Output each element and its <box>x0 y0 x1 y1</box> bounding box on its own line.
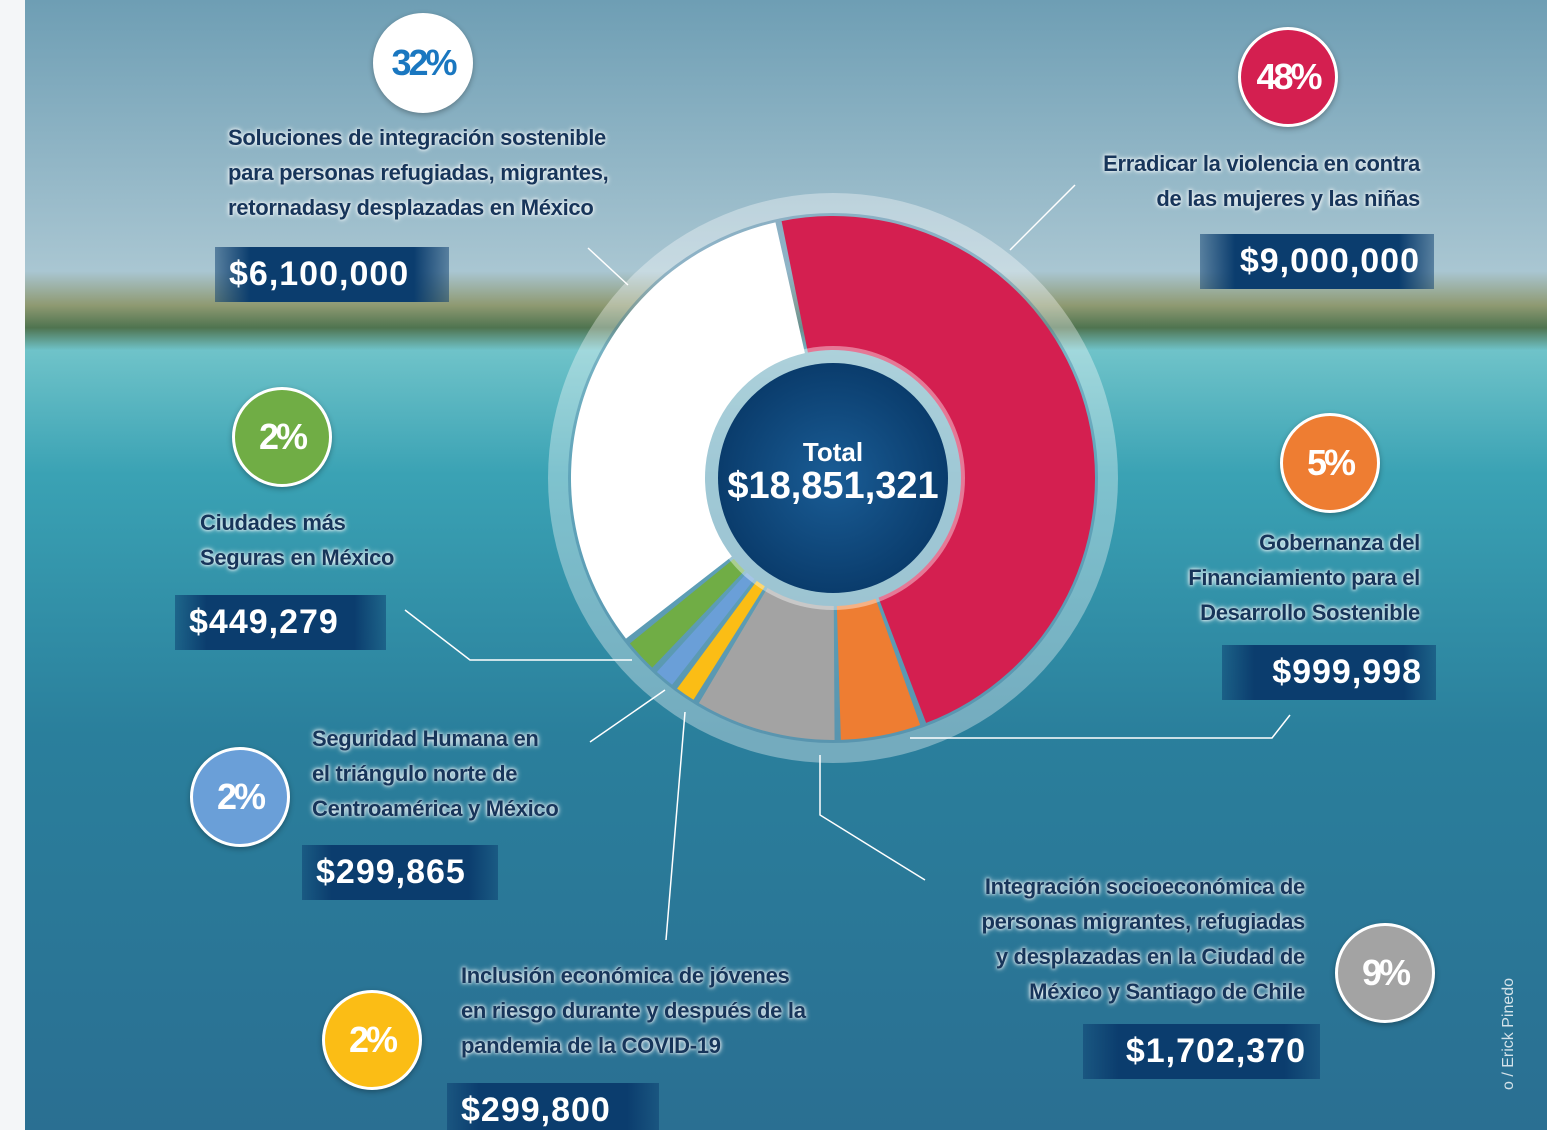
percent-label: 48% <box>1238 27 1338 127</box>
value-label: $9,000,000 <box>1200 234 1434 289</box>
percent-label: 2% <box>232 387 332 487</box>
leader-line <box>910 714 1291 739</box>
leader-line <box>587 247 629 286</box>
percent-label: 2% <box>322 990 422 1090</box>
leader-lines <box>404 184 1291 941</box>
value-label: $6,100,000 <box>215 247 449 302</box>
value-label: $999,998 <box>1222 645 1436 700</box>
slice <box>698 587 835 740</box>
left-margin <box>0 0 25 1130</box>
value-label: $449,279 <box>175 595 386 650</box>
percent-label: 2% <box>190 747 290 847</box>
slice <box>656 572 755 685</box>
percent-label: 5% <box>1280 413 1380 513</box>
percent-label: 9% <box>1335 923 1435 1023</box>
value-label: $1,702,370 <box>1083 1024 1320 1079</box>
center-label: Total <box>802 437 864 467</box>
leader-line <box>819 755 926 881</box>
leader-line <box>1009 184 1076 251</box>
slice <box>629 558 745 668</box>
photo-credit: o / Erick Pinedo <box>1500 977 1517 1090</box>
percent-label: 32% <box>373 13 473 113</box>
total-label: $18,851,321 <box>727 465 939 507</box>
category-label: Integración socioeconómica de personas m… <box>981 874 1305 1004</box>
category-label: Gobernanza del Financiamiento para el De… <box>1188 530 1420 625</box>
value-label: $299,800 <box>447 1083 659 1130</box>
category-label: Ciudades más Seguras en México <box>200 510 395 570</box>
slices <box>571 216 1095 740</box>
leader-line <box>665 711 686 941</box>
center-block: Total $18,851,321 <box>713 358 953 506</box>
category-label: Soluciones de integración sostenible par… <box>228 125 609 220</box>
leader-line <box>589 689 666 743</box>
slice <box>571 222 805 639</box>
slice <box>677 580 765 700</box>
category-label: Inclusión económica de jóvenes en riesgo… <box>461 963 806 1058</box>
value-label: $299,865 <box>302 845 498 900</box>
slice <box>836 598 921 740</box>
category-label: Erradicar la violencia en contra de las … <box>1103 151 1420 211</box>
slice <box>781 216 1095 723</box>
leader-line <box>404 609 632 661</box>
hole <box>718 363 948 593</box>
category-label: Seguridad Humana en el triángulo norte d… <box>312 726 559 821</box>
